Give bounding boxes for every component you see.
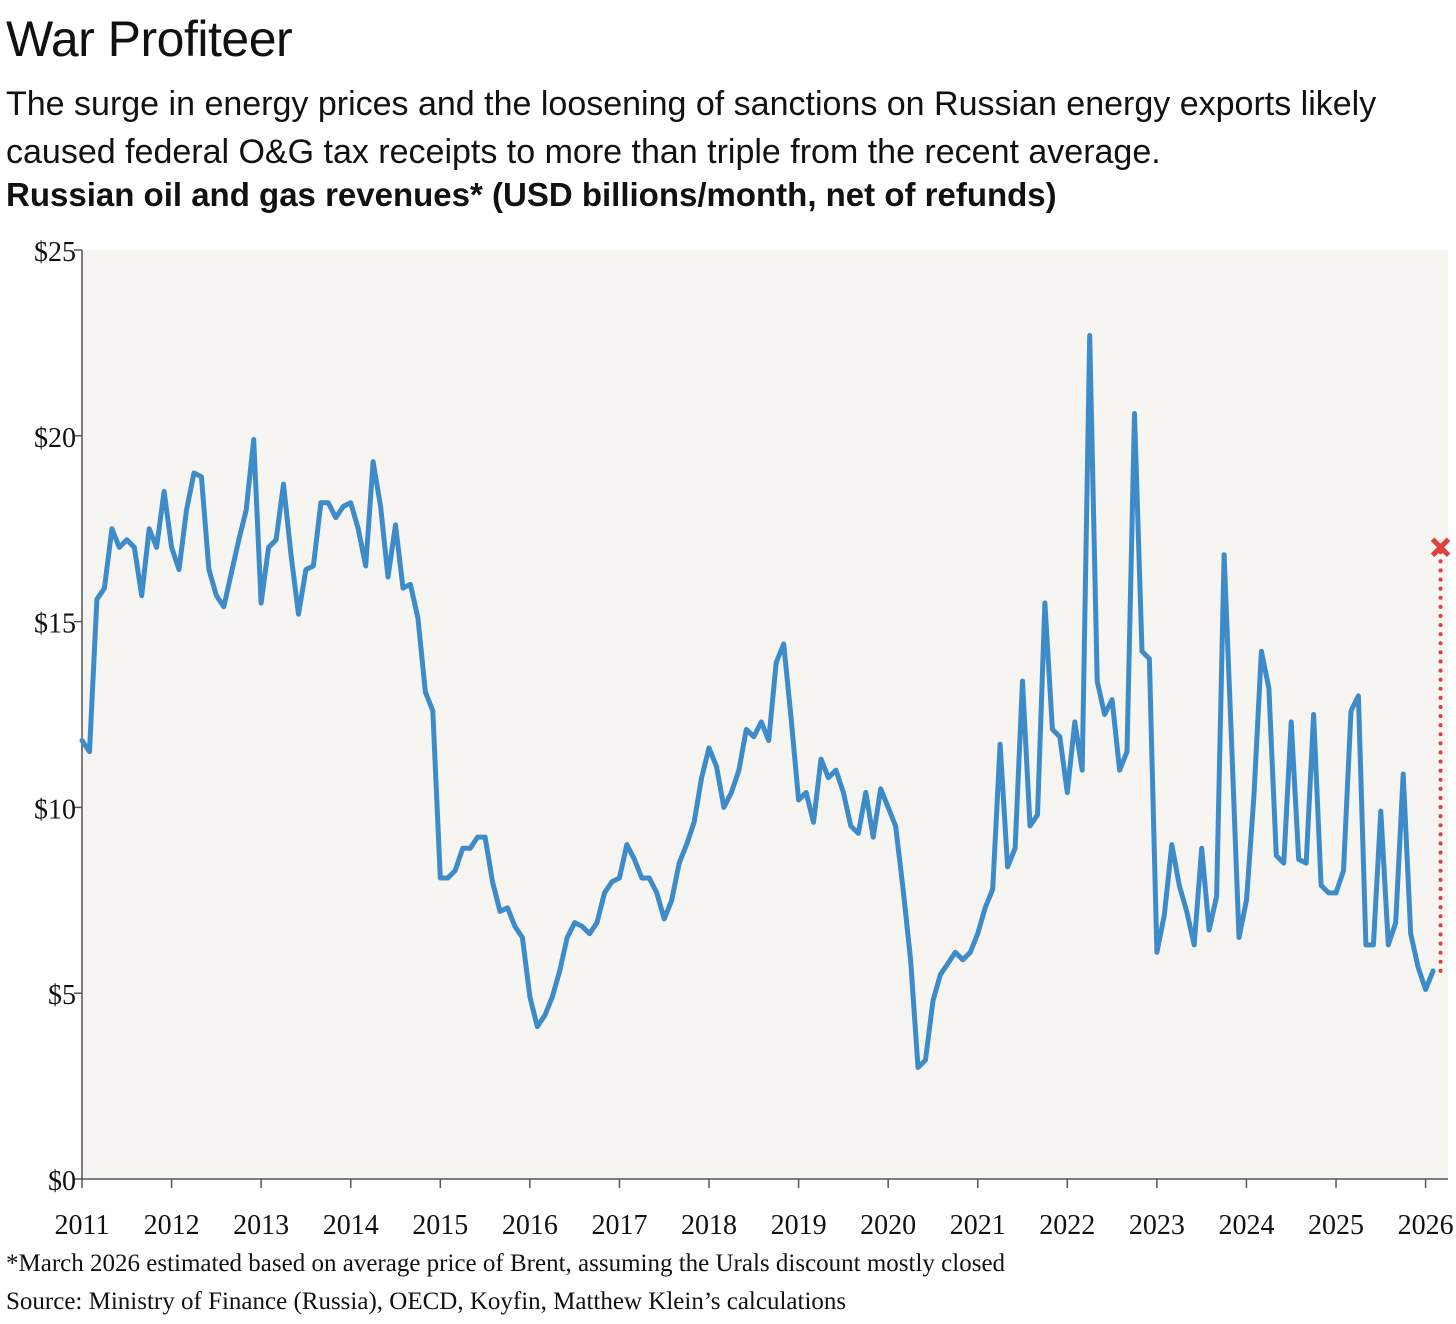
source-note: Source: Ministry of Finance (Russia), OE… — [6, 1288, 847, 1315]
x-tick-label: 2018 — [681, 1210, 737, 1240]
series-line — [79, 333, 1436, 1070]
x-tick-label: 2013 — [233, 1210, 289, 1240]
x-tick-label: 2023 — [1129, 1210, 1185, 1240]
estimate-marker-stroke — [1430, 537, 1451, 558]
x-tick-label: 2025 — [1308, 1210, 1364, 1240]
x-tick-label: 2016 — [502, 1210, 558, 1240]
axes — [81, 250, 1448, 1180]
x-tick-label: 2020 — [860, 1210, 916, 1240]
line-chart: $0$5$10$15$20$25 2011 2012 2013 2014 2015 201… — [34, 237, 1454, 1240]
chart-heading: Russian oil and gas revenues* (USD billi… — [6, 176, 1057, 213]
plot-area — [82, 250, 1448, 1179]
x-tick-label: 2019 — [771, 1210, 827, 1240]
footnote: *March 2026 estimated based on average p… — [6, 1250, 1006, 1277]
x-tick-label: 2022 — [1039, 1210, 1095, 1240]
chart-subtitle: The surge in energy prices and the loose… — [6, 85, 1377, 171]
x-tick-label: 2021 — [950, 1210, 1006, 1240]
x-tick-label: 2015 — [412, 1210, 468, 1240]
y-tick-label: $10 — [34, 794, 76, 825]
x-tick-label: 2014 — [323, 1210, 379, 1240]
series-group — [79, 333, 1436, 1070]
estimate-group — [1430, 537, 1451, 973]
y-tick-label: $20 — [34, 423, 76, 454]
y-axis: $0 $5 $10 $15 $20 $25 — [34, 237, 82, 1197]
x-tick-label: 2024 — [1218, 1210, 1274, 1240]
x-tick-label: 2012 — [144, 1210, 200, 1240]
chart-title: War Profiteer — [6, 11, 293, 67]
x-axis: 2011 2012 2013 2014 2015 2016 2017 2018 2019 2020… — [55, 1179, 1454, 1240]
y-tick-label: $15 — [34, 609, 76, 640]
y-tick-label: $5 — [48, 980, 76, 1011]
y-tick-label: $25 — [34, 237, 76, 268]
estimate-marker — [1430, 537, 1451, 558]
x-tick-label: 2026 — [1398, 1210, 1454, 1240]
x-tick-label: 2011 — [55, 1210, 110, 1240]
y-tick-label: $0 — [48, 1166, 76, 1197]
x-tick-label: 2017 — [591, 1210, 647, 1240]
